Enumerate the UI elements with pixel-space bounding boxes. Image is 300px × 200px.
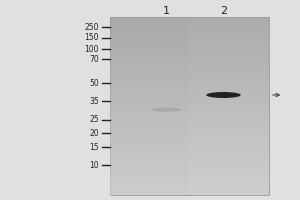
- Text: 10: 10: [89, 160, 99, 169]
- Text: 50: 50: [89, 78, 99, 88]
- Bar: [189, 17, 268, 195]
- Bar: [110, 17, 189, 195]
- Text: 1: 1: [163, 6, 170, 16]
- Ellipse shape: [206, 92, 241, 98]
- Text: 35: 35: [89, 97, 99, 106]
- Text: 250: 250: [85, 22, 99, 31]
- Text: 150: 150: [85, 33, 99, 43]
- Text: 20: 20: [89, 129, 99, 138]
- Text: 2: 2: [220, 6, 227, 16]
- Text: 70: 70: [89, 54, 99, 64]
- Text: 15: 15: [89, 142, 99, 152]
- Text: 100: 100: [85, 45, 99, 53]
- Ellipse shape: [152, 107, 182, 112]
- Bar: [110, 17, 268, 195]
- Text: 25: 25: [89, 116, 99, 124]
